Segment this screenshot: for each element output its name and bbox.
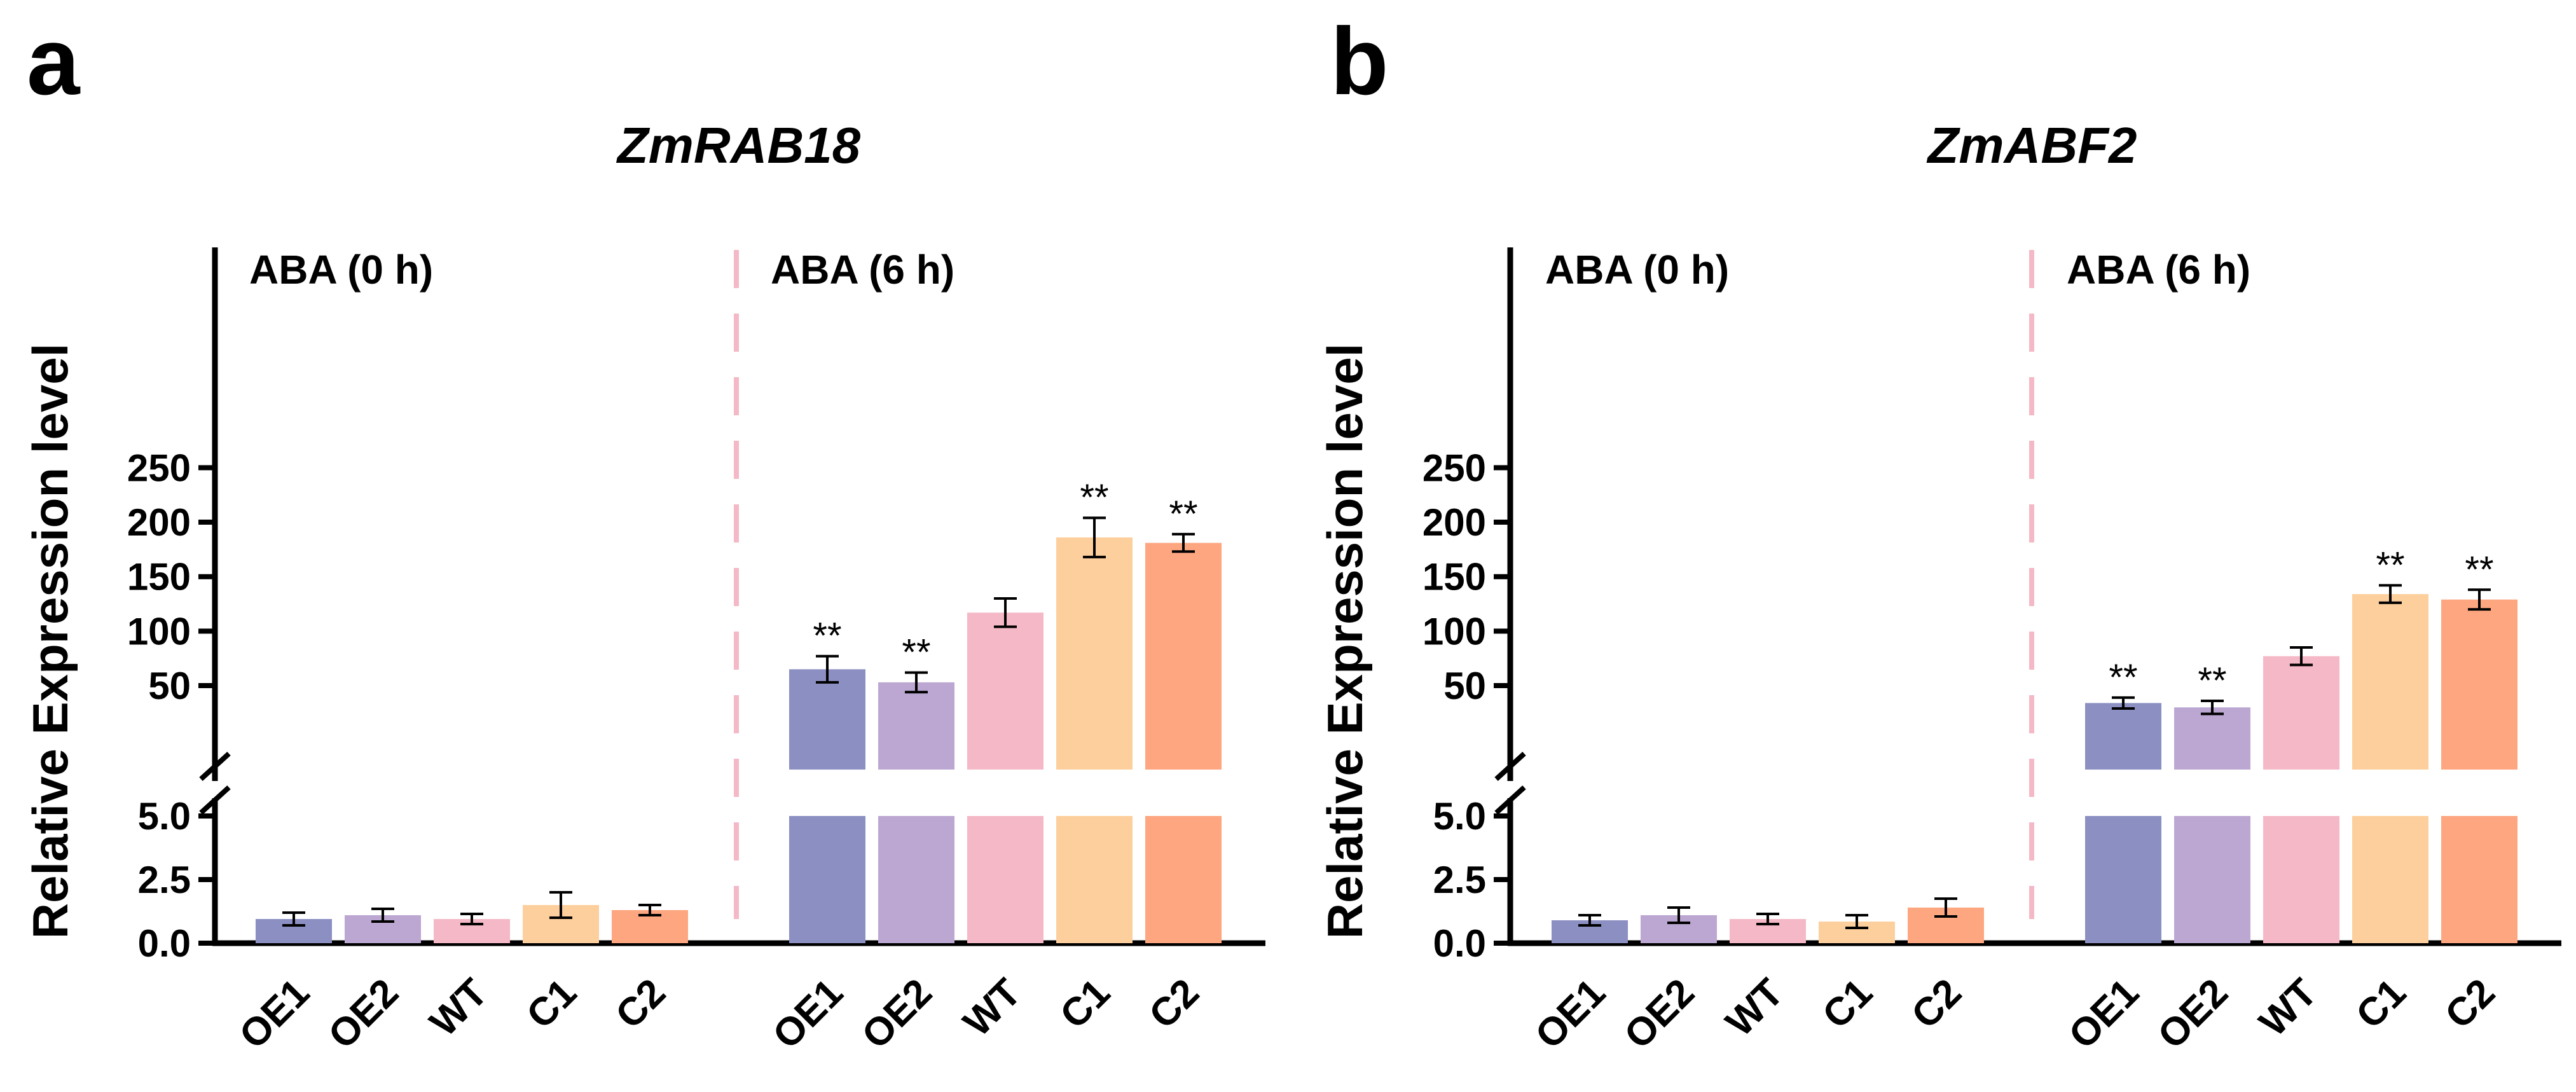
y-tick-label: 200	[1422, 501, 1486, 544]
bar-oe1	[789, 669, 865, 770]
significance-label: **	[902, 632, 930, 673]
y-axis-label: Relative Expression level	[1317, 343, 1373, 939]
axis-break-mark	[199, 752, 231, 781]
y-tick-label: 150	[127, 556, 191, 598]
bar-c1	[1056, 537, 1133, 770]
bar-c2-lower	[2441, 816, 2517, 943]
significance-label: **	[1169, 494, 1197, 535]
bar-wt-lower	[2263, 816, 2339, 943]
significance-label: **	[2465, 549, 2493, 590]
y-tick-label: 50	[1443, 665, 1486, 707]
x-tick-label: C2	[1903, 971, 1970, 1037]
x-tick-label: OE1	[764, 971, 851, 1058]
bar-oe1	[2085, 703, 2161, 770]
y-tick-label: 250	[127, 446, 191, 489]
bar-wt	[967, 612, 1043, 770]
y-tick-label: 0.0	[138, 922, 191, 965]
y-tick-label: 0.0	[1433, 922, 1486, 965]
axis-break-mark	[199, 785, 231, 815]
x-tick-label: OE2	[320, 971, 407, 1058]
bar-c1-lower	[1056, 816, 1133, 943]
bar-c1-lower	[2352, 816, 2428, 943]
x-tick-label: WT	[422, 971, 496, 1045]
x-tick-label: OE1	[1527, 971, 1614, 1058]
chart-title: ZmABF2	[1927, 117, 2137, 174]
y-tick-label: 250	[1422, 446, 1486, 489]
x-tick-label: C2	[607, 971, 674, 1037]
bar-wt-lower	[967, 816, 1043, 943]
panel-letter: a	[27, 8, 81, 114]
bar-c2	[1145, 543, 1222, 770]
x-tick-label: OE2	[853, 971, 940, 1058]
condition-label-0h: ABA (0 h)	[1545, 247, 1729, 293]
y-tick-label: 100	[1422, 610, 1486, 653]
x-tick-label: C2	[1141, 971, 1208, 1037]
bar-oe1-lower	[2085, 816, 2161, 943]
significance-label: **	[813, 616, 841, 657]
significance-label: **	[2109, 657, 2137, 698]
bar-oe2-lower	[2174, 816, 2250, 943]
x-tick-label: OE1	[2060, 971, 2147, 1058]
y-tick-label: 150	[1422, 556, 1486, 598]
y-tick-label: 2.5	[138, 859, 191, 901]
axis-break-mark	[1494, 752, 1526, 781]
significance-label: **	[2198, 660, 2226, 702]
y-tick-label: 200	[127, 501, 191, 544]
panel-a: a ZmRAB18 Relative Expression level ABA …	[22, 8, 1265, 1058]
x-tick-label: WT	[1718, 971, 1792, 1045]
condition-label-6h: ABA (6 h)	[771, 247, 954, 293]
panel-letter: b	[1330, 8, 1389, 114]
x-tick-label: OE2	[2149, 971, 2236, 1058]
x-tick-label: OE1	[231, 971, 318, 1058]
axis-break-mark	[1494, 785, 1526, 815]
bar-c2	[2441, 599, 2517, 770]
x-tick-label: C2	[2437, 971, 2504, 1037]
x-tick-label: WT	[2251, 971, 2325, 1045]
condition-label-6h: ABA (6 h)	[2067, 247, 2250, 293]
y-tick-label: 50	[148, 665, 191, 707]
bar-oe2-lower	[878, 816, 954, 943]
bar-c1	[2352, 594, 2428, 770]
y-tick-label: 5.0	[138, 795, 191, 838]
x-tick-label: OE2	[1616, 971, 1703, 1058]
x-tick-label: C1	[518, 971, 585, 1037]
significance-label: **	[1080, 477, 1108, 518]
bar-oe2	[2174, 707, 2250, 770]
x-tick-label: C1	[2348, 971, 2414, 1037]
bar-c2-lower	[1145, 816, 1222, 943]
y-tick-label: 100	[127, 610, 191, 653]
significance-label: **	[2376, 544, 2404, 586]
x-tick-label: C1	[1814, 971, 1881, 1037]
y-axis-label: Relative Expression level	[22, 343, 78, 939]
x-tick-label: WT	[955, 971, 1030, 1045]
bar-oe1-lower	[789, 816, 865, 943]
condition-label-0h: ABA (0 h)	[249, 247, 433, 293]
bar-oe2	[878, 682, 954, 770]
y-tick-label: 2.5	[1433, 859, 1486, 901]
chart-title: ZmRAB18	[616, 117, 861, 174]
x-tick-label: C1	[1052, 971, 1119, 1037]
bar-wt	[2263, 656, 2339, 770]
panel-b: b ZmABF2 Relative Expression level ABA (…	[1317, 8, 2561, 1058]
y-tick-label: 5.0	[1433, 795, 1486, 838]
